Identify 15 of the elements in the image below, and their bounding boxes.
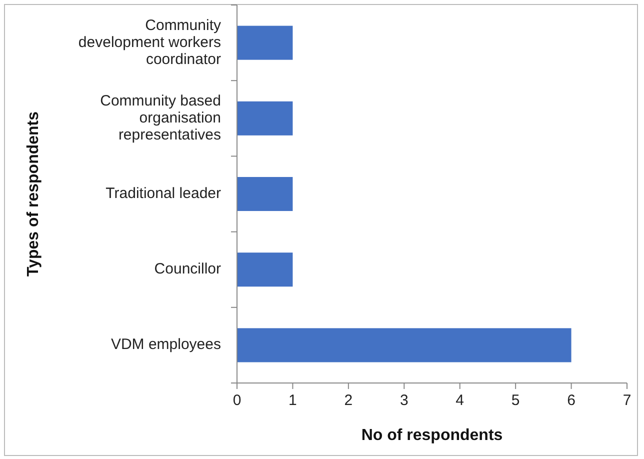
x-axis-title: No of respondents — [361, 427, 503, 444]
x-tick-label: 6 — [567, 392, 576, 409]
y-tick-label: Community development workers coordinator — [78, 16, 222, 68]
x-tick-label: 3 — [400, 392, 408, 409]
x-tick-label: 0 — [232, 392, 242, 409]
y-axis-title: Types of respondents — [25, 111, 42, 277]
x-tick-label: 5 — [511, 392, 520, 409]
y-tick-label: VDM employees — [110, 336, 221, 354]
y-tick-label: Councillor — [154, 260, 221, 278]
x-tick-label: 7 — [622, 392, 632, 409]
x-tick-label: 1 — [288, 392, 297, 409]
y-tick-label: Traditional leader — [106, 184, 222, 202]
y-tick-label: Community based organisation representatives — [100, 92, 221, 144]
x-tick-label: 2 — [344, 392, 353, 409]
x-tick-label: 4 — [456, 392, 464, 409]
